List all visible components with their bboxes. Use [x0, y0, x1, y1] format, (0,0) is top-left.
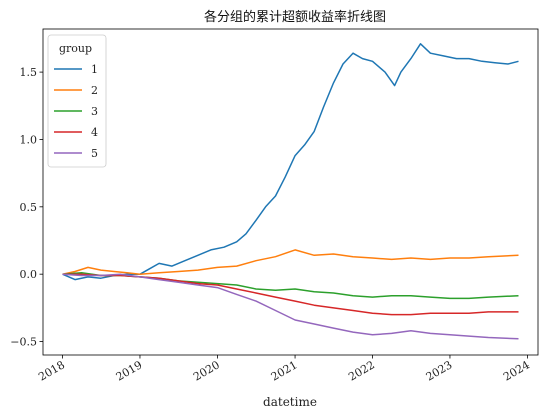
x-tick-label: 2018	[36, 358, 67, 383]
x-tick-label: 2021	[269, 358, 300, 383]
y-axis: −0.5 0.0 0.5 1.0 1.5	[10, 66, 43, 349]
x-axis-title: datetime	[263, 395, 317, 409]
legend-label-2: 2	[91, 84, 98, 97]
legend-label-1: 1	[91, 63, 98, 76]
series-line-1	[62, 43, 519, 281]
plot-area	[43, 29, 538, 355]
chart-title: 各分组的累计超额收益率折线图	[204, 9, 386, 25]
x-axis: 2018 2019 2020 2021 2022 2023 2024	[36, 355, 532, 384]
legend-label-3: 3	[91, 105, 98, 118]
x-tick-label: 2022	[346, 358, 377, 383]
legend: group 1 2 3 4 5	[47, 34, 107, 168]
x-tick-label: 2019	[114, 358, 145, 383]
series-line-5	[62, 273, 519, 340]
series-layer	[62, 43, 519, 340]
legend-title: group	[59, 42, 92, 55]
plot-frame	[42, 28, 539, 356]
series-line-2	[62, 249, 519, 275]
legend-label-4: 4	[91, 126, 98, 139]
y-tick-label: 1.0	[20, 133, 38, 146]
x-tick-label: 2023	[424, 358, 455, 383]
y-tick-label: −0.5	[10, 336, 37, 349]
legend-label-5: 5	[91, 147, 98, 160]
x-tick-label: 2024	[501, 358, 532, 383]
y-tick-label: 0.0	[20, 268, 38, 281]
x-tick-label: 2020	[191, 358, 222, 383]
legend-box	[47, 34, 107, 168]
y-tick-label: 1.5	[20, 66, 38, 79]
y-tick-label: 0.5	[20, 201, 38, 214]
